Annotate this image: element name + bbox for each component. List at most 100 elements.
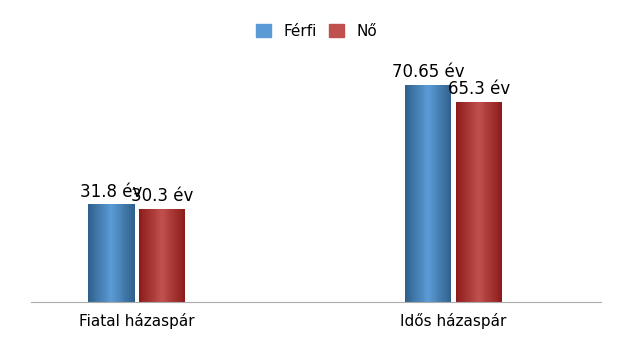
Legend: Férfi, Nő: Férfi, Nő bbox=[249, 17, 383, 45]
Bar bbox=[477, 102, 478, 302]
Bar bbox=[128, 204, 129, 302]
Bar bbox=[464, 102, 465, 302]
Bar bbox=[160, 209, 161, 302]
Bar bbox=[156, 209, 157, 302]
Bar bbox=[462, 102, 463, 302]
Bar bbox=[154, 209, 156, 302]
Bar bbox=[122, 204, 123, 302]
Bar bbox=[456, 102, 458, 302]
Bar bbox=[129, 204, 130, 302]
Bar bbox=[115, 204, 116, 302]
Bar bbox=[164, 209, 165, 302]
Bar bbox=[125, 204, 126, 302]
Bar bbox=[182, 209, 184, 302]
Bar bbox=[100, 204, 101, 302]
Bar bbox=[94, 204, 95, 302]
Bar bbox=[489, 102, 490, 302]
Bar bbox=[101, 204, 102, 302]
Bar bbox=[184, 209, 185, 302]
Bar bbox=[448, 85, 449, 302]
Bar bbox=[490, 102, 491, 302]
Bar bbox=[153, 209, 154, 302]
Bar bbox=[126, 204, 127, 302]
Bar bbox=[405, 85, 406, 302]
Bar bbox=[408, 85, 409, 302]
Bar bbox=[419, 85, 420, 302]
Bar bbox=[446, 85, 447, 302]
Bar bbox=[173, 209, 174, 302]
Bar bbox=[108, 204, 109, 302]
Bar bbox=[174, 209, 175, 302]
Bar bbox=[97, 204, 98, 302]
Bar bbox=[433, 85, 434, 302]
Bar bbox=[159, 209, 160, 302]
Bar bbox=[497, 102, 498, 302]
Bar bbox=[466, 102, 467, 302]
Bar bbox=[141, 209, 143, 302]
Bar bbox=[109, 204, 110, 302]
Bar bbox=[414, 85, 415, 302]
Bar bbox=[476, 102, 477, 302]
Bar bbox=[423, 85, 425, 302]
Bar bbox=[458, 102, 459, 302]
Bar bbox=[473, 102, 474, 302]
Bar bbox=[149, 209, 150, 302]
Bar bbox=[118, 204, 120, 302]
Bar bbox=[105, 204, 107, 302]
Text: 30.3 év: 30.3 év bbox=[131, 187, 193, 205]
Bar bbox=[434, 85, 435, 302]
Bar bbox=[463, 102, 464, 302]
Bar bbox=[112, 204, 113, 302]
Bar bbox=[111, 204, 112, 302]
Bar bbox=[110, 204, 111, 302]
Bar bbox=[123, 204, 124, 302]
Bar bbox=[131, 204, 133, 302]
Bar bbox=[151, 209, 152, 302]
Bar bbox=[172, 209, 173, 302]
Bar bbox=[480, 102, 482, 302]
Bar bbox=[438, 85, 440, 302]
Bar bbox=[459, 102, 460, 302]
Bar bbox=[428, 85, 429, 302]
Bar bbox=[447, 85, 448, 302]
Bar bbox=[99, 204, 100, 302]
Bar bbox=[120, 204, 122, 302]
Bar bbox=[440, 85, 441, 302]
Bar bbox=[421, 85, 422, 302]
Bar bbox=[169, 209, 171, 302]
Bar bbox=[432, 85, 433, 302]
Bar bbox=[460, 102, 461, 302]
Bar bbox=[429, 85, 430, 302]
Bar bbox=[130, 204, 131, 302]
Bar bbox=[179, 209, 180, 302]
Bar bbox=[486, 102, 487, 302]
Bar bbox=[176, 209, 177, 302]
Bar bbox=[167, 209, 169, 302]
Bar bbox=[104, 204, 105, 302]
Bar bbox=[180, 209, 182, 302]
Bar bbox=[488, 102, 489, 302]
Bar bbox=[92, 204, 94, 302]
Bar bbox=[171, 209, 172, 302]
Bar bbox=[479, 102, 480, 302]
Bar bbox=[139, 209, 140, 302]
Bar bbox=[409, 85, 410, 302]
Bar bbox=[499, 102, 500, 302]
Bar bbox=[127, 204, 128, 302]
Bar bbox=[158, 209, 159, 302]
Bar bbox=[472, 102, 473, 302]
Bar bbox=[469, 102, 471, 302]
Bar bbox=[175, 209, 176, 302]
Bar bbox=[501, 102, 502, 302]
Bar bbox=[407, 85, 408, 302]
Text: 70.65 év: 70.65 év bbox=[392, 63, 464, 82]
Bar bbox=[91, 204, 92, 302]
Bar bbox=[114, 204, 115, 302]
Bar bbox=[133, 204, 135, 302]
Bar bbox=[445, 85, 446, 302]
Bar bbox=[493, 102, 494, 302]
Bar bbox=[178, 209, 179, 302]
Bar bbox=[107, 204, 108, 302]
Text: 65.3 év: 65.3 év bbox=[448, 80, 510, 98]
Bar bbox=[152, 209, 153, 302]
